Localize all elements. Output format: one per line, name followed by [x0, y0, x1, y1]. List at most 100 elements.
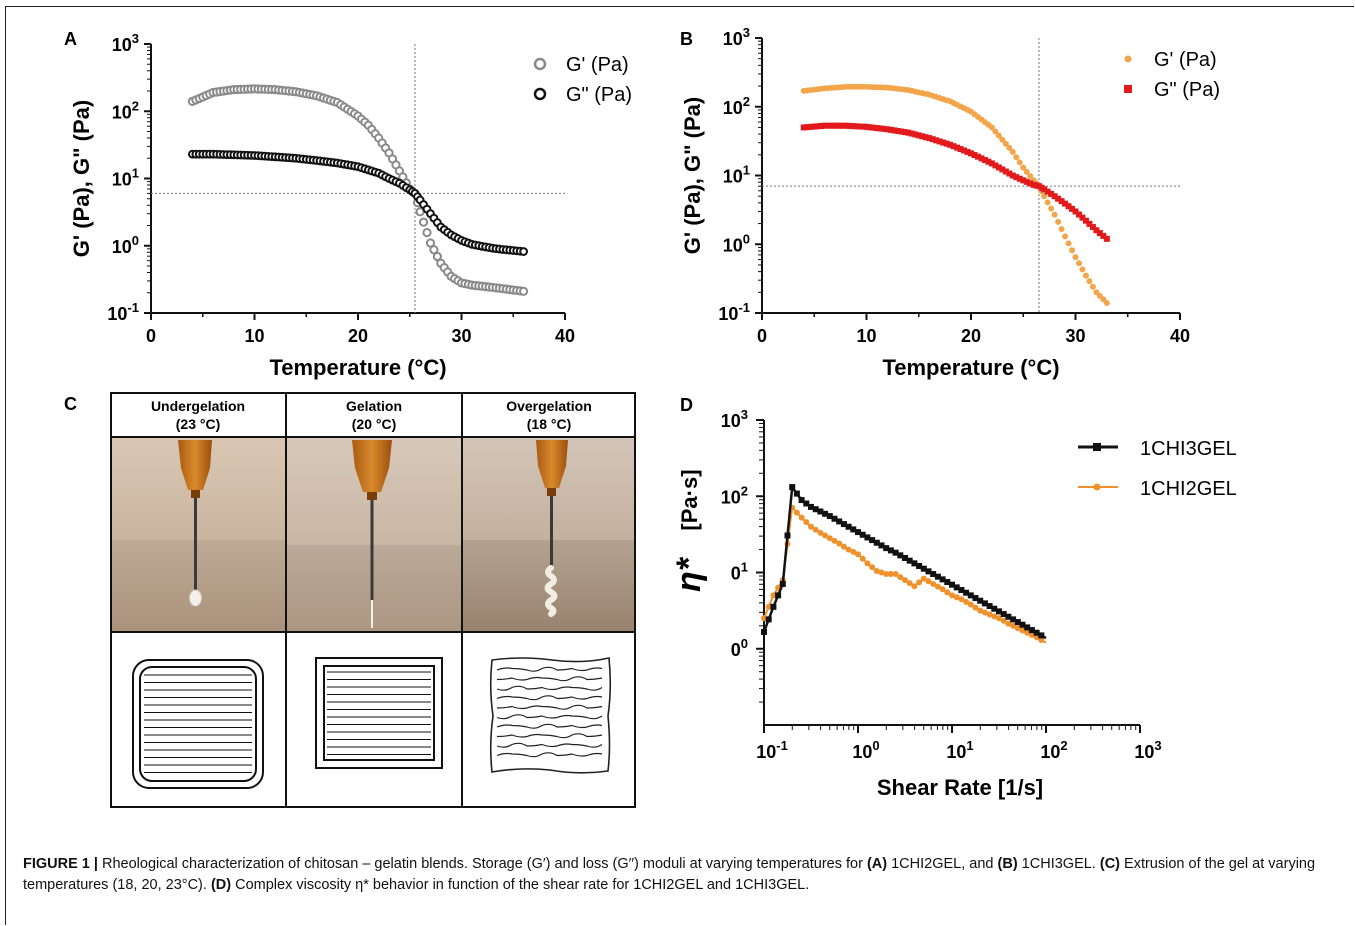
y-axis-label: G' (Pa), G" (Pa)	[69, 100, 94, 257]
data-point	[934, 573, 941, 580]
data-point	[883, 571, 890, 578]
y-tick-label-base: 10	[718, 304, 738, 324]
data-point	[999, 166, 1006, 173]
data-point	[770, 603, 777, 610]
legend-marker	[1093, 443, 1101, 451]
schematic-undergelation-outer	[132, 659, 264, 789]
data-point	[1006, 170, 1013, 177]
data-point	[1016, 159, 1023, 166]
data-point	[967, 601, 974, 608]
legend-label: G' (Pa)	[566, 54, 629, 76]
data-point	[939, 576, 946, 583]
schematic-wavy-line	[496, 752, 603, 758]
data-point	[775, 592, 782, 599]
data-point	[995, 132, 1002, 139]
x-axis-label: Temperature (°C)	[882, 355, 1059, 380]
data-point	[995, 164, 1002, 171]
schematic-wavy-line	[496, 704, 603, 710]
data-point	[936, 138, 943, 145]
data-point	[817, 508, 824, 515]
data-point	[863, 123, 870, 130]
data-point	[939, 586, 946, 593]
legend-label: G" (Pa)	[1154, 79, 1220, 101]
y-tick-label-exp: 1	[741, 560, 748, 575]
caption-text-3: 1CHI3GEL.	[1017, 856, 1100, 872]
data-point	[856, 123, 863, 130]
data-point	[1055, 195, 1062, 202]
y-tick-label: 103	[112, 31, 139, 55]
schematic-wavy-line	[496, 695, 603, 701]
data-point	[1079, 214, 1086, 221]
y-tick-label-exp: 1	[132, 166, 139, 181]
data-point	[828, 122, 835, 129]
data-point	[855, 551, 861, 558]
data-point	[940, 139, 947, 146]
data-point	[1019, 627, 1026, 634]
x-tick-label: 20	[961, 326, 981, 346]
data-point	[1013, 174, 1020, 181]
data-point	[925, 568, 932, 575]
caption-ref-d: (D)	[210, 877, 232, 893]
schematic-overgelation-border	[489, 657, 612, 774]
data-point	[878, 542, 885, 549]
data-point	[986, 611, 993, 618]
data-point	[892, 571, 899, 578]
data-point	[981, 157, 988, 164]
x-tick-label: 102	[1040, 738, 1067, 762]
data-point	[963, 598, 970, 605]
data-point	[977, 607, 984, 614]
data-point	[765, 616, 772, 623]
data-point	[878, 569, 885, 576]
data-point	[814, 123, 821, 130]
figure-frame	[5, 6, 1354, 925]
data-point	[930, 580, 937, 587]
data-point	[800, 124, 807, 131]
data-point	[1023, 168, 1030, 175]
data-point	[1069, 205, 1076, 212]
data-point	[1020, 177, 1027, 184]
schematic-wavy-line	[496, 676, 603, 682]
series-1chi2gel	[761, 504, 1047, 644]
data-point	[798, 497, 805, 504]
x-tick-label-base: 10	[756, 742, 776, 762]
data-point	[949, 592, 955, 599]
data-point	[947, 141, 954, 148]
data-point	[859, 531, 866, 538]
data-point	[883, 545, 890, 552]
data-point	[1010, 622, 1017, 629]
data-point	[1010, 616, 1017, 623]
legend-marker	[533, 57, 547, 71]
data-point	[835, 122, 842, 129]
data-point	[831, 515, 838, 522]
data-point	[957, 146, 964, 153]
data-point	[1065, 240, 1072, 247]
y-tick-label-exp: 0	[132, 233, 139, 248]
x-tick-label: 40	[555, 326, 575, 346]
data-point	[916, 579, 923, 586]
data-point	[812, 506, 819, 513]
data-point	[853, 123, 860, 130]
caption-ref-b: (B)	[997, 856, 1018, 872]
data-point	[898, 128, 905, 135]
data-point	[859, 555, 866, 562]
data-point	[1044, 188, 1051, 195]
data-point	[926, 135, 933, 142]
data-point	[1027, 173, 1034, 180]
data-point	[821, 122, 828, 129]
y-tick-label-base: 0	[731, 640, 741, 660]
photo-gelation	[287, 438, 461, 631]
data-point	[840, 543, 847, 550]
y-tick-label: 102	[723, 94, 750, 118]
data-point	[920, 565, 927, 572]
data-point	[1024, 624, 1031, 631]
header-gelation-temp: (20 °C)	[352, 416, 397, 432]
data-point	[892, 549, 899, 556]
data-point	[991, 613, 998, 620]
x-tick-label: 30	[451, 326, 471, 346]
data-point	[933, 137, 940, 144]
schematic-row	[132, 657, 612, 789]
data-point	[803, 500, 810, 507]
x-tick-label-exp: 1	[966, 738, 973, 753]
